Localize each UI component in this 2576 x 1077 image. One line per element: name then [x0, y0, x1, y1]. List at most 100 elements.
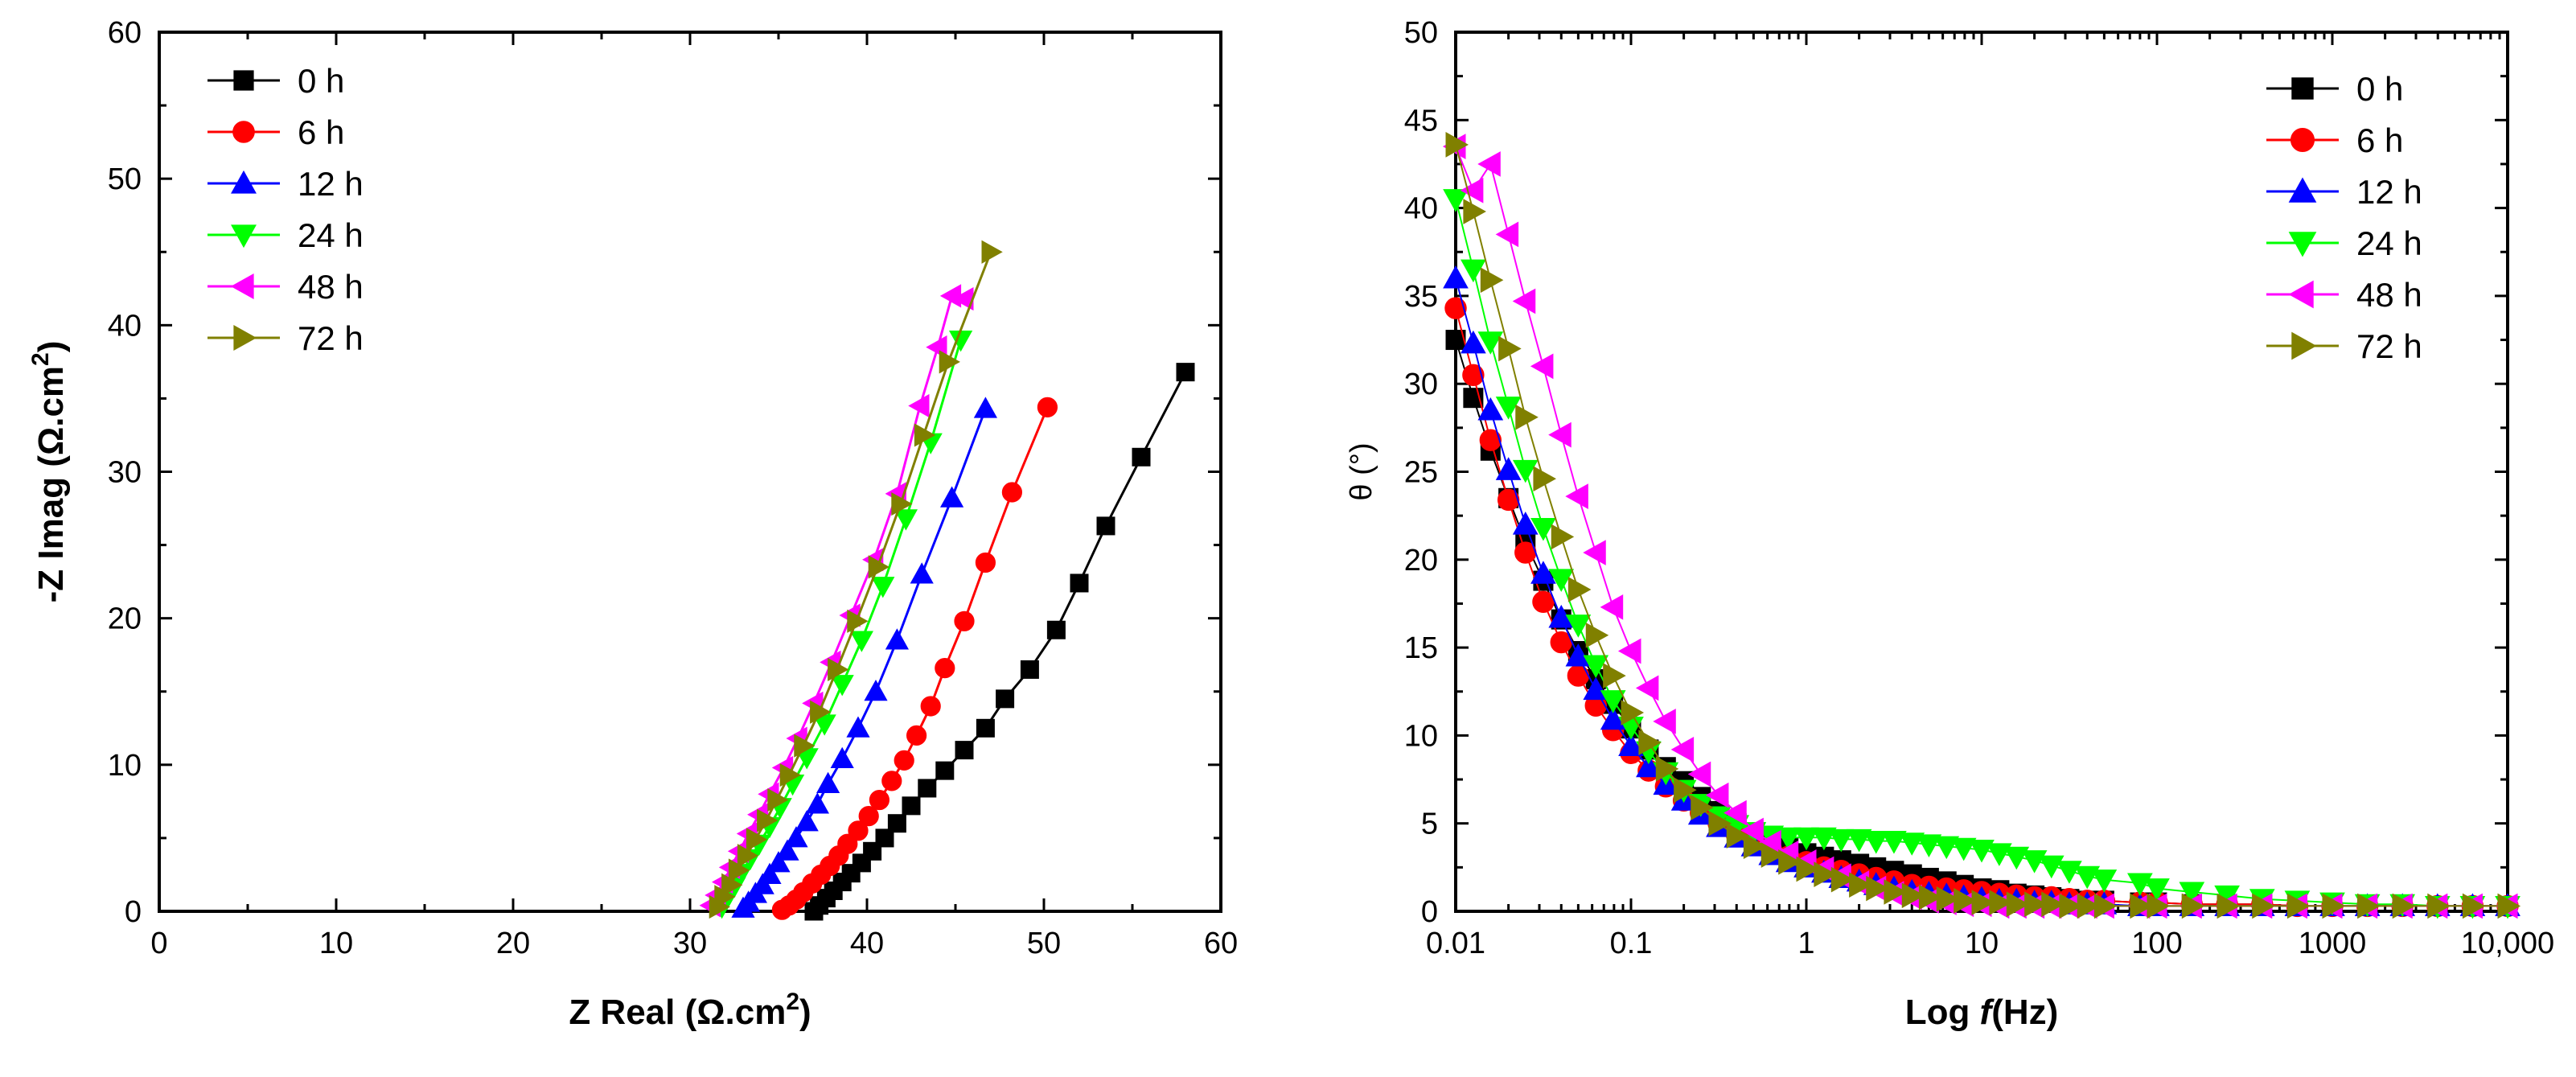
data-point: [1760, 842, 1785, 868]
data-point: [1497, 488, 1520, 512]
legend-item: 48 h: [2266, 276, 2422, 314]
y-tick-label: 0: [125, 895, 142, 929]
y-tick-label: 50: [108, 162, 142, 196]
data-point: [1585, 622, 1609, 648]
x-tick-label: 10,000: [2461, 927, 2554, 960]
series-6h: [771, 397, 1058, 920]
legend-item: 12 h: [207, 165, 364, 203]
series-line: [1455, 339, 2508, 907]
data-point: [1899, 832, 1925, 856]
series-line: [1455, 144, 2508, 907]
series-48h: [699, 284, 974, 918]
data-point: [1548, 569, 1575, 592]
data-point: [1617, 638, 1641, 664]
series-12h: [731, 397, 997, 918]
y-axis-title: -Z Imag (Ω.cm2): [27, 341, 71, 603]
data-point: [1863, 831, 1889, 854]
data-point: [1638, 730, 1662, 755]
data-point: [2024, 891, 2048, 918]
y-tick-label: 10: [108, 749, 142, 783]
data-point: [1132, 447, 1151, 467]
data-point: [976, 718, 995, 738]
data-point: [1740, 817, 1764, 844]
y-tick-label: 35: [1404, 280, 1438, 314]
data-point: [775, 839, 799, 861]
data-point: [1477, 397, 1504, 421]
legend-item: 48 h: [207, 268, 364, 306]
data-point: [858, 805, 879, 827]
data-point: [1443, 265, 1469, 289]
plot-frame: [1454, 31, 2509, 913]
legend-marker: [2288, 177, 2317, 203]
data-point: [1708, 810, 1732, 837]
data-point: [875, 828, 894, 848]
legend-marker: [2290, 127, 2315, 153]
data-point: [871, 577, 895, 598]
x-tick-label: 30: [673, 927, 707, 960]
data-point: [1495, 221, 1519, 248]
plot-frame: [158, 31, 1222, 913]
data-point: [2041, 891, 2064, 918]
data-point: [1444, 297, 1467, 319]
legend-marker: [2288, 232, 2317, 257]
data-point: [1512, 512, 1539, 535]
data-point: [1443, 189, 1469, 212]
data-point: [920, 696, 941, 717]
legend-marker: [2288, 280, 2314, 309]
legend-marker: [231, 224, 257, 249]
data-point: [2181, 893, 2205, 919]
data-point: [1881, 831, 1907, 854]
data-point: [805, 792, 829, 814]
legend-marker: [230, 273, 254, 299]
data-point: [1530, 561, 1556, 584]
legend-label: 0 h: [2356, 70, 2403, 108]
data-point: [2093, 893, 2118, 919]
data-point: [908, 393, 930, 418]
data-point: [1567, 577, 1592, 602]
data-point: [902, 796, 921, 816]
data-point: [1530, 353, 1554, 380]
data-point: [1096, 516, 1115, 536]
data-point: [1583, 655, 1609, 678]
data-point: [996, 689, 1015, 709]
x-tick-label: 0: [150, 927, 167, 960]
x-tick-label: 40: [850, 927, 884, 960]
legend-label: 72 h: [2356, 327, 2422, 365]
data-point: [830, 675, 854, 697]
data-point: [885, 628, 909, 650]
legend-label: 6 h: [298, 113, 344, 151]
data-point: [935, 761, 955, 780]
data-point: [848, 820, 869, 841]
data-point: [1618, 733, 1644, 757]
data-point: [894, 509, 918, 531]
legend-item: 24 h: [207, 216, 364, 254]
data-point: [1515, 404, 1539, 430]
data-point: [1462, 364, 1485, 386]
data-point: [1445, 132, 1469, 158]
data-point: [1950, 837, 1977, 861]
data-point: [2322, 893, 2346, 919]
data-point: [1600, 594, 1624, 620]
data-point: [2006, 891, 2030, 918]
data-point: [1512, 459, 1539, 483]
data-point: [2497, 893, 2521, 919]
data-point: [849, 631, 873, 652]
legend-item: 72 h: [2266, 327, 2422, 365]
data-point: [1020, 660, 1039, 679]
data-point: [1621, 700, 1645, 726]
data-point: [810, 700, 832, 724]
data-point: [1918, 884, 1942, 911]
data-point: [887, 814, 906, 833]
data-point: [975, 552, 996, 573]
legend-item: 0 h: [2266, 70, 2403, 108]
data-point: [1969, 839, 1995, 863]
data-point: [1775, 827, 1802, 851]
data-point: [2357, 893, 2381, 919]
data-point: [881, 771, 902, 791]
data-point: [1565, 615, 1592, 638]
legend-item: 72 h: [207, 319, 364, 357]
x-tick-label: 1000: [2299, 927, 2367, 960]
x-axis-title: Log f(Hz): [1905, 993, 2059, 1032]
data-point: [766, 851, 791, 873]
legend-marker: [232, 121, 255, 143]
